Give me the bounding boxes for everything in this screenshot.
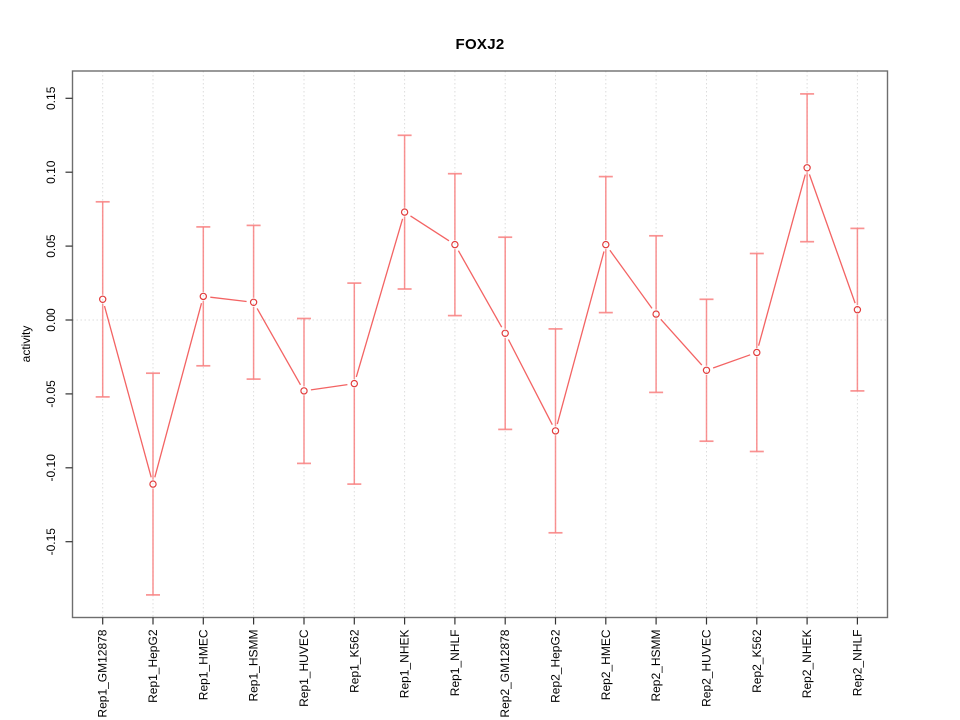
x-tick-label: Rep2_NHLF	[850, 630, 864, 697]
data-point-marker	[451, 240, 459, 249]
x-tick-label: Rep1_NHLF	[448, 630, 462, 697]
line-segment	[757, 174, 806, 346]
data-point-marker	[551, 427, 560, 435]
error-bar	[699, 298, 714, 443]
data-points	[98, 164, 862, 488]
x-tick-label: Rep2_HepG2	[549, 629, 563, 703]
error-bar	[297, 317, 311, 465]
error-bar	[800, 93, 815, 243]
x-tick-label: Rep1_HMEC	[196, 629, 210, 700]
line-segment	[556, 251, 605, 425]
gridlines	[72, 71, 888, 618]
data-point-marker	[652, 310, 660, 318]
error-bars	[95, 93, 865, 596]
error-bar	[196, 226, 211, 367]
x-tick-label: Rep2_HMEC	[599, 629, 613, 700]
error-bar	[548, 328, 563, 534]
error-bar	[397, 134, 412, 290]
line-segment	[712, 354, 751, 369]
plot-frame	[71, 70, 889, 619]
x-tick-label: Rep1_GM12878	[96, 629, 110, 717]
x-axis: Rep1_GM12878 Rep1_HepG2 Rep1_HMEC Rep1_HSMM…	[96, 617, 864, 718]
error-bar	[95, 200, 110, 398]
data-point-marker	[853, 306, 862, 314]
y-tick-label: -0.10	[44, 454, 58, 482]
error-bar	[498, 236, 513, 431]
x-tick-label: Rep1_NHEK	[398, 630, 412, 699]
data-point-marker	[753, 348, 761, 357]
x-tick-label: Rep1_HUVEC	[297, 629, 311, 707]
x-tick-label: Rep2_NHEK	[800, 630, 814, 699]
x-tick-label: Rep1_HepG2	[146, 629, 160, 703]
y-axis: 0.15 0.10 0.05 0.00 -0.05 -0.10 -0.15	[44, 86, 73, 555]
line-segment	[457, 250, 503, 328]
line-segment	[256, 308, 302, 386]
error-bar	[649, 234, 664, 394]
data-point-marker	[350, 379, 358, 388]
data-point-marker	[702, 366, 711, 374]
data-point-marker	[803, 164, 811, 172]
line-segment	[507, 339, 553, 425]
error-bar	[598, 175, 613, 314]
error-bar	[246, 224, 261, 380]
data-point-marker	[300, 387, 308, 395]
error-bar	[447, 172, 462, 317]
x-tick-label: Rep1_HSMM	[247, 630, 261, 702]
x-tick-label: Rep2_HSMM	[649, 630, 663, 702]
y-tick-label: 0.10	[44, 160, 58, 184]
line-segment	[210, 296, 247, 303]
x-tick-label: Rep2_K562	[750, 629, 764, 693]
data-point-marker	[501, 329, 509, 337]
line-segment	[609, 249, 653, 309]
data-point-marker	[199, 292, 207, 301]
y-tick-label: -0.05	[44, 380, 58, 408]
x-tick-label: Rep2_GM12878	[498, 629, 512, 717]
data-point-marker	[98, 295, 107, 303]
data-point-marker	[149, 480, 157, 488]
data-point-marker	[249, 298, 258, 306]
line-segment	[310, 383, 348, 391]
x-tick-label: Rep2_HUVEC	[700, 629, 714, 707]
x-tick-label: Rep1_K562	[347, 629, 361, 693]
error-bar	[749, 252, 764, 453]
data-point-marker	[602, 240, 610, 249]
error-bar	[850, 227, 865, 392]
y-tick-label: 0.05	[44, 234, 58, 258]
y-tick-label: 0.15	[44, 86, 58, 110]
line-segment	[660, 318, 703, 366]
line-segment	[355, 218, 404, 378]
chart-title: FOXJ2	[455, 36, 505, 53]
line-segment	[103, 305, 152, 478]
line-segment	[154, 303, 203, 478]
line-segment	[410, 215, 450, 242]
data-point-marker	[400, 208, 409, 216]
line-segment	[808, 174, 856, 304]
error-bar	[146, 372, 160, 596]
y-tick-label: -0.15	[44, 528, 58, 556]
error-bar	[347, 282, 362, 485]
data-line	[103, 174, 856, 478]
y-tick-label: 0.00	[44, 308, 58, 332]
